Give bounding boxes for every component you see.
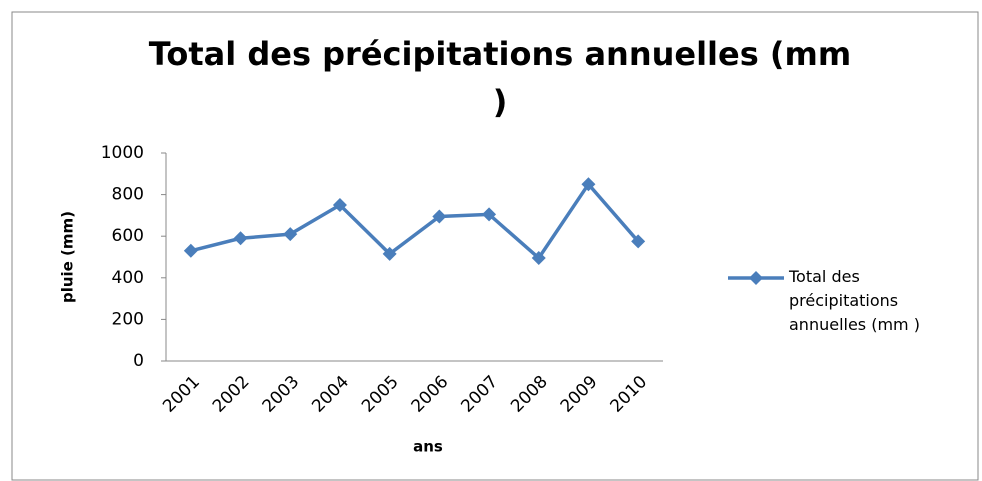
series-line [190, 181, 640, 261]
x-tick-label: 2009 [557, 372, 602, 417]
x-tick-label: 2006 [408, 372, 453, 417]
x-tick-label: 2002 [209, 372, 254, 417]
y-tick-label: 0 [133, 351, 144, 371]
x-tick-label: 2005 [358, 372, 403, 417]
x-tick-label: 2001 [159, 372, 204, 417]
x-tick-label: 2008 [507, 372, 552, 417]
y-tick-label: 1000 [101, 143, 144, 163]
x-axis-label: ans [413, 438, 443, 456]
legend-label: Total des précipitations annuelles (mm ) [789, 267, 920, 334]
point [482, 207, 497, 222]
point [382, 246, 397, 261]
x-tick-label: 2007 [457, 372, 502, 417]
x-tick-label: 2003 [259, 372, 304, 417]
y-tick-label: 400 [112, 268, 144, 288]
x-tick-label: 2010 [606, 372, 651, 417]
y-tick-label: 800 [112, 185, 144, 205]
y-tick-label: 200 [112, 309, 144, 329]
chart-title: Total des précipitations annuelles (mm ) [148, 35, 852, 121]
x-tick-label: 2004 [308, 372, 353, 417]
point [631, 234, 646, 249]
legend-marker [749, 271, 763, 285]
y-tick-label: 600 [112, 226, 144, 246]
point [432, 209, 447, 224]
point [233, 231, 248, 246]
point [283, 227, 298, 242]
point [581, 177, 596, 192]
point [531, 251, 546, 266]
y-axis-label: pluie (mm) [59, 211, 77, 303]
point [183, 243, 198, 258]
point [332, 198, 347, 212]
chart-border [11, 11, 979, 481]
